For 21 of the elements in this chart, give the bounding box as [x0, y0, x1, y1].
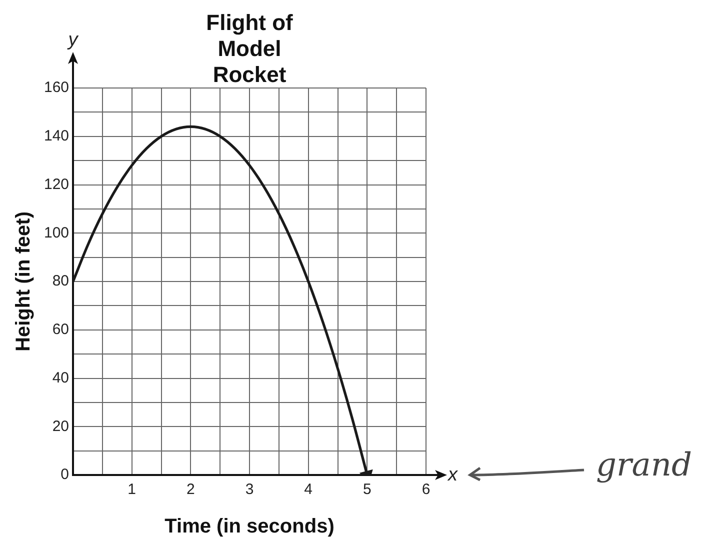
y-tick-label: 100	[44, 224, 70, 242]
y-tick-label: 20	[52, 418, 70, 435]
y-axis-title: Height (in feet)	[12, 212, 35, 352]
y-tick-label: 80	[52, 272, 70, 290]
x-axis-title: Time (in seconds)	[164, 516, 334, 538]
y-tick-label: 60	[52, 321, 70, 338]
text: y	[66, 29, 80, 50]
y-tick-label: 40	[52, 369, 70, 386]
x-tick-label: 1	[128, 481, 136, 498]
text: grand	[596, 445, 692, 484]
x-tick-label: 4	[304, 481, 313, 498]
y-tick-label: 120	[44, 176, 70, 193]
y-tick-label: 0	[60, 466, 70, 484]
x-tick-label: 2	[186, 481, 195, 498]
x-tick-label: 3	[245, 481, 254, 498]
chart-title: Flight of Model Rocket	[206, 10, 294, 87]
text: x	[447, 464, 459, 486]
y-tick-label: 140	[44, 128, 70, 145]
x-tick-label: 5	[363, 481, 372, 498]
y-tick-label: 160	[44, 79, 70, 96]
x-tick-label: 6	[422, 481, 430, 498]
